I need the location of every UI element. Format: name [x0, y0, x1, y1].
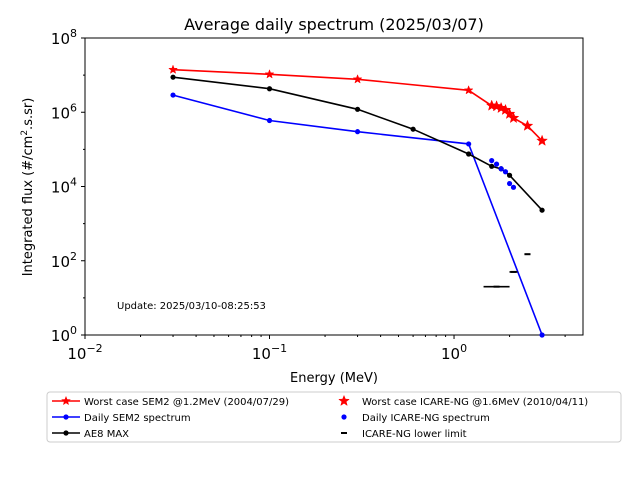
legend-label: Daily ICARE-NG spectrum	[362, 413, 490, 424]
dot-marker	[489, 163, 495, 169]
y-tick-label: 108	[51, 27, 77, 48]
dot-marker	[266, 86, 273, 92]
y-axis-ticks: 100 102 104 106 108	[51, 27, 85, 345]
update-annotation: Update: 2025/03/10-08:25:53	[117, 301, 266, 312]
dot-marker	[539, 332, 545, 338]
y-tick-label: 104	[51, 176, 77, 197]
star-marker	[61, 395, 71, 406]
x-tick-label: 10−2	[67, 342, 102, 363]
legend-items: Worst case SEM2 @1.2MeV (2004/07/29) Dail…	[52, 394, 588, 440]
star-marker	[338, 394, 350, 406]
legend: Worst case SEM2 @1.2MeV (2004/07/29) Dail…	[46, 391, 622, 443]
star-marker	[352, 74, 363, 84]
y-axis-label: Integrated flux (#/cm2.s.sr)	[20, 98, 36, 277]
star-marker	[168, 64, 178, 74]
legend-item: Worst case SEM2 @1.2MeV (2004/07/29)	[52, 395, 289, 408]
dot-marker	[63, 414, 69, 420]
legend-label: Worst case SEM2 @1.2MeV (2004/07/29)	[84, 397, 289, 408]
x-axis-label: Energy (MeV)	[290, 371, 378, 386]
lower-limit-segments	[483, 253, 531, 288]
dot-marker	[466, 151, 472, 157]
dot-marker	[63, 430, 69, 436]
dot-marker	[489, 157, 495, 164]
dot-marker	[354, 106, 361, 112]
dot-marker	[410, 126, 416, 132]
legend-label: ICARE-NG lower limit	[362, 429, 467, 440]
series-group	[170, 92, 545, 338]
dot-marker	[502, 169, 509, 175]
dot-marker	[506, 180, 513, 187]
dot-marker	[539, 207, 545, 213]
legend-box	[46, 391, 622, 443]
legend-item: ICARE-NG lower limit	[341, 429, 467, 440]
dot-marker	[466, 141, 472, 147]
chart-title: Average daily spectrum (2025/03/07)	[184, 15, 484, 34]
legend-item: Daily ICARE-NG spectrum	[341, 413, 490, 424]
plot-area	[84, 37, 584, 336]
x-tick-label: 10−1	[252, 342, 287, 363]
dot-marker	[510, 184, 517, 190]
star-marker	[536, 134, 548, 146]
legend-item: Worst case ICARE-NG @1.6MeV (2010/04/11)	[338, 394, 588, 408]
star-marker	[264, 69, 275, 79]
dot-marker	[170, 92, 176, 98]
star-marker	[507, 111, 520, 124]
dot-marker	[266, 117, 273, 124]
dot-marker	[170, 74, 176, 80]
dot-marker	[498, 166, 504, 172]
dot-marker	[506, 172, 513, 178]
dot-marker	[341, 414, 347, 420]
x-axis-ticks: 10−2 10−1 100	[67, 335, 566, 363]
star-marker	[463, 85, 474, 95]
y-tick-label: 102	[51, 250, 77, 271]
x-tick-label: 100	[441, 342, 467, 363]
y-tick-label: 106	[51, 101, 77, 122]
dot-marker	[493, 161, 500, 167]
series-group	[489, 157, 517, 190]
series-group	[485, 99, 548, 146]
dot-marker	[354, 129, 361, 135]
legend-label: Daily SEM2 spectrum	[84, 413, 191, 424]
legend-item: AE8 MAX	[52, 429, 129, 440]
legend-label: AE8 MAX	[84, 429, 129, 440]
series-layer	[168, 64, 548, 338]
star-marker	[521, 119, 534, 131]
y-tick-label: 100	[51, 324, 77, 345]
legend-item: Daily SEM2 spectrum	[52, 413, 191, 424]
legend-label: Worst case ICARE-NG @1.6MeV (2010/04/11)	[362, 397, 588, 408]
